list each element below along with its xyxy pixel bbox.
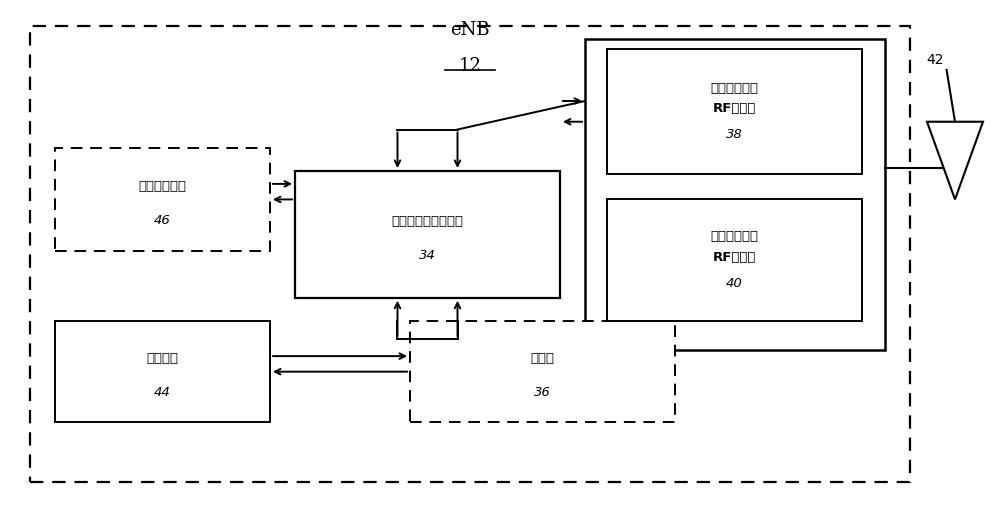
Text: 46: 46 — [154, 213, 171, 227]
Text: 40: 40 — [726, 277, 743, 290]
Bar — [607, 199, 862, 321]
Text: 基站接口: 基站接口 — [146, 352, 178, 365]
Bar — [55, 321, 270, 422]
Text: 38: 38 — [726, 128, 743, 141]
Text: RF接收器: RF接收器 — [713, 102, 756, 116]
Text: 一个或更多个: 一个或更多个 — [710, 231, 758, 243]
Bar — [30, 26, 910, 482]
Text: 一个或更多个处理器: 一个或更多个处理器 — [392, 215, 464, 228]
Text: 存储器: 存储器 — [530, 352, 554, 365]
Text: 36: 36 — [534, 386, 551, 399]
Text: 42: 42 — [926, 52, 944, 67]
Bar — [607, 49, 862, 174]
Polygon shape — [927, 122, 983, 199]
Bar — [295, 171, 560, 298]
Bar — [585, 39, 885, 350]
Bar — [410, 321, 675, 422]
Text: 12: 12 — [459, 57, 481, 75]
Bar — [55, 148, 270, 251]
Text: eNB: eNB — [450, 21, 490, 39]
Text: 核心网络接口: 核心网络接口 — [138, 180, 186, 193]
Text: 一个或更多个: 一个或更多个 — [710, 81, 758, 95]
Text: 34: 34 — [419, 249, 436, 262]
Text: 44: 44 — [154, 386, 171, 399]
Text: RF传送器: RF传送器 — [713, 251, 756, 264]
